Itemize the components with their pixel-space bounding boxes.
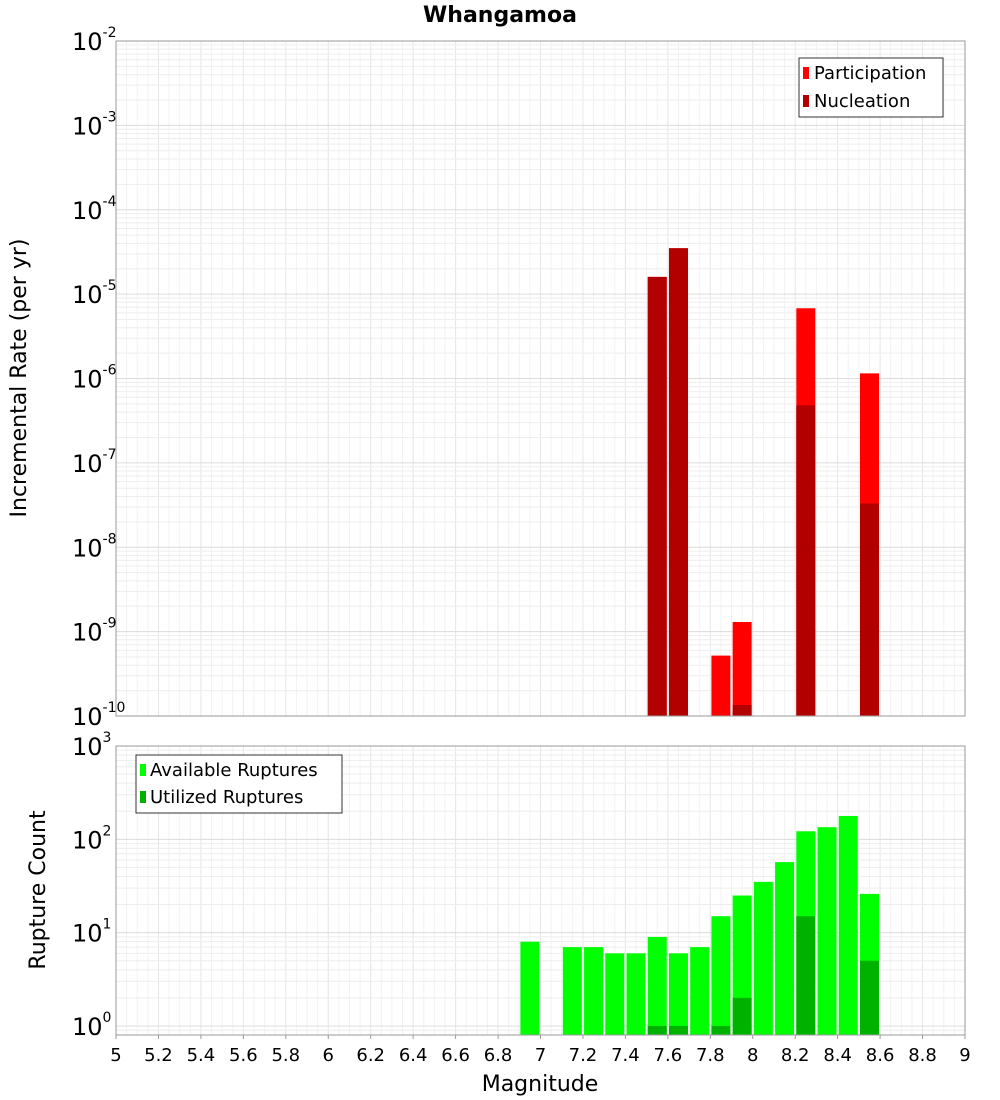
top-bars [647, 248, 879, 717]
y-tick-label: 10-2 [72, 25, 117, 56]
bottom-bars [520, 815, 879, 1035]
top-legend-box [798, 57, 944, 118]
bar-nucleation [796, 405, 816, 716]
bar-utilized-ruptures [647, 1025, 667, 1035]
bar-available-ruptures [690, 947, 710, 1035]
legend-swatch-participation [803, 67, 809, 79]
legend-label-utilized: Utilized Ruptures [150, 787, 303, 808]
bar-utilized-ruptures [859, 960, 879, 1035]
bar-available-ruptures [626, 953, 646, 1035]
legend-swatch-utilized [140, 791, 146, 803]
bar-available-ruptures [520, 941, 540, 1035]
y-tick-label: 10-4 [72, 194, 117, 225]
x-tick-labels: 5 5.2 5.4 5.6 5.8 6 6.2 6.4 6.6 6.8 7 7.2 7.4 7.6 7.8 8… [110, 1035, 971, 1066]
y-tick-label: 10-9 [72, 616, 117, 647]
x-tick-label: 7.4 [611, 1045, 640, 1066]
bar-utilized-ruptures [711, 1025, 731, 1035]
x-tick-label: 5.8 [271, 1045, 300, 1066]
bar-utilized-ruptures [796, 916, 816, 1035]
x-tick-label: 8.8 [908, 1045, 937, 1066]
y-tick-label: 103 [72, 730, 111, 761]
x-tick-label: 7.8 [696, 1045, 725, 1066]
legend-swatch-available [140, 764, 146, 776]
top-y-axis-label: Incremental Rate (per yr) [7, 239, 32, 518]
x-tick-label: 7 [535, 1045, 546, 1066]
y-tick-label: 102 [72, 823, 111, 854]
x-tick-label: 7.2 [569, 1045, 598, 1066]
x-tick-label: 5.4 [187, 1045, 216, 1066]
top-grid [115, 40, 966, 717]
x-tick-label: 5.6 [229, 1045, 258, 1066]
bar-available-ruptures [838, 815, 858, 1035]
bar-available-ruptures [753, 881, 773, 1035]
bottom-legend: Available Ruptures Utilized Ruptures [135, 754, 343, 814]
y-tick-label: 10-8 [72, 531, 117, 562]
y-tick-label: 10-6 [72, 363, 117, 394]
y-tick-label: 10-5 [72, 278, 117, 309]
x-tick-label: 6.2 [356, 1045, 385, 1066]
x-tick-label: 6 [323, 1045, 334, 1066]
x-tick-label: 8.2 [781, 1045, 810, 1066]
bar-available-ruptures [775, 862, 795, 1035]
bar-available-ruptures [584, 947, 604, 1035]
y-tick-label: 10-7 [72, 447, 117, 478]
bottom-y-tick-labels: 100 101 102 103 [72, 730, 111, 1041]
y-tick-label: 100 [72, 1010, 111, 1041]
bar-available-ruptures [562, 947, 582, 1035]
bar-nucleation [732, 705, 752, 716]
bottom-legend-box [135, 754, 343, 814]
top-y-tick-labels: 10-10 10-9 10-8 10-7 10-6 10-5 10-4 10-3 10-2 [72, 25, 125, 731]
x-tick-label: 7.6 [654, 1045, 683, 1066]
bar-available-ruptures [711, 916, 731, 1035]
legend-swatch-nucleation [803, 95, 809, 107]
bar-available-ruptures [647, 936, 667, 1035]
x-tick-label: 6.6 [441, 1045, 470, 1066]
x-axis-label: Magnitude [482, 1072, 599, 1097]
top-plot-border [115, 40, 966, 717]
bar-utilized-ruptures [732, 997, 752, 1035]
bar-nucleation [859, 503, 879, 716]
top-legend: Participation Nucleation [798, 57, 944, 118]
bar-available-ruptures [605, 953, 625, 1035]
x-tick-label: 8.4 [823, 1045, 852, 1066]
x-tick-label: 5 [110, 1045, 121, 1066]
bar-nucleation [647, 276, 667, 716]
bar-available-ruptures [668, 953, 688, 1035]
bar-available-ruptures [817, 827, 837, 1035]
x-tick-label: 9 [959, 1045, 970, 1066]
x-tick-label: 8.6 [866, 1045, 895, 1066]
x-tick-label: 8 [747, 1045, 758, 1066]
x-tick-label: 5.2 [144, 1045, 173, 1066]
bar-nucleation [668, 248, 688, 717]
legend-label-available: Available Ruptures [150, 760, 318, 781]
y-tick-label: 10-3 [72, 109, 117, 140]
bar-utilized-ruptures [668, 1025, 688, 1035]
bottom-y-axis-label: Rupture Count [26, 810, 51, 970]
y-tick-label: 10-10 [72, 700, 125, 731]
bar-participation [711, 655, 731, 716]
y-tick-label: 101 [72, 917, 111, 948]
legend-label-participation: Participation [814, 63, 926, 84]
chart-title: Whangamoa [423, 3, 577, 28]
legend-label-nucleation: Nucleation [814, 91, 910, 112]
bar-participation [732, 622, 752, 716]
x-tick-label: 6.4 [399, 1045, 428, 1066]
x-tick-label: 6.8 [484, 1045, 513, 1066]
